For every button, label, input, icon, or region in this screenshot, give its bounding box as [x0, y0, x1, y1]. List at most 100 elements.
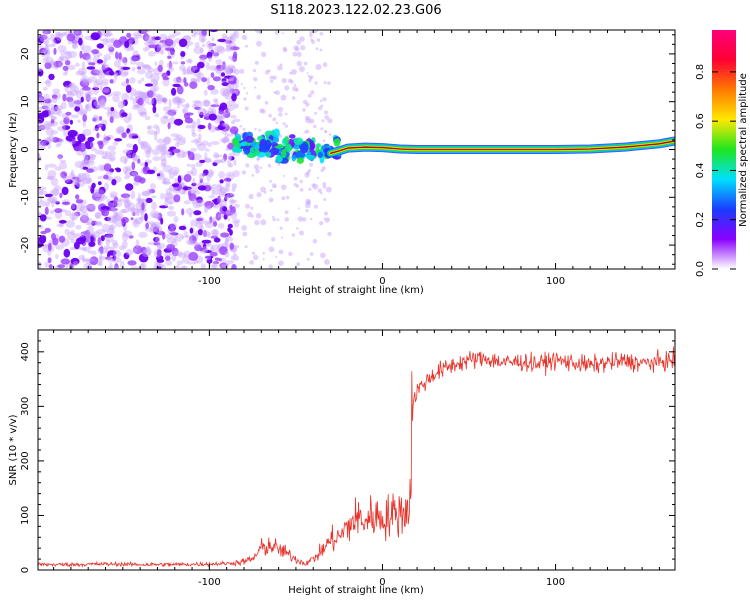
noise-blob	[95, 220, 102, 225]
noise-blob	[114, 263, 119, 269]
noise-blob	[180, 51, 186, 58]
noise-blob	[90, 69, 101, 76]
noise-blob	[101, 99, 105, 106]
noise-blob	[188, 193, 197, 202]
noise-blob	[77, 246, 87, 251]
noise-blob	[92, 116, 100, 123]
noise-blob	[153, 249, 162, 258]
noise-blob	[133, 248, 138, 253]
noise-blob	[255, 168, 260, 174]
noise-blob	[324, 259, 330, 265]
noise-blob	[253, 164, 260, 170]
noise-blob	[152, 226, 160, 235]
noise-blob	[135, 103, 140, 109]
noise-blob	[106, 111, 113, 117]
noise-blob	[75, 194, 80, 200]
noise-blob	[231, 264, 237, 269]
noise-blob	[299, 179, 303, 184]
noise-blob	[212, 229, 218, 237]
noise-blob	[185, 59, 192, 63]
y-tick-label: -20	[20, 237, 31, 253]
noise-blob	[103, 32, 114, 37]
noise-blob	[86, 204, 95, 210]
noise-blob	[64, 85, 69, 93]
noise-blob	[208, 106, 214, 115]
noise-blob	[284, 112, 288, 116]
noise-blob	[95, 149, 105, 155]
clump-blob	[259, 143, 270, 153]
noise-blob	[194, 42, 200, 48]
noise-blob	[40, 139, 50, 146]
noise-blob	[183, 69, 191, 75]
noise-blob	[223, 136, 230, 142]
noise-blob	[113, 39, 122, 48]
noise-blob	[60, 101, 67, 110]
noise-blob	[119, 68, 129, 77]
clump-blob	[240, 141, 247, 147]
noise-blob	[75, 203, 85, 212]
noise-blob	[199, 221, 203, 230]
noise-blob	[109, 150, 116, 156]
noise-blob	[121, 112, 128, 117]
noise-blob	[81, 45, 92, 54]
noise-blob	[313, 124, 317, 129]
noise-blob	[173, 216, 179, 223]
noise-blob	[62, 125, 71, 130]
noise-blob	[185, 124, 195, 129]
noise-blob	[324, 217, 330, 223]
noise-blob	[52, 237, 59, 246]
noise-blob	[85, 104, 89, 111]
noise-blob	[209, 30, 218, 33]
noise-blob	[163, 192, 174, 200]
noise-blob	[156, 44, 164, 54]
noise-blob	[81, 159, 87, 166]
noise-blob	[310, 38, 314, 42]
noise-blob	[38, 140, 44, 148]
noise-blob	[319, 99, 323, 103]
noise-blob	[162, 181, 172, 185]
noise-blob	[155, 95, 165, 102]
clump-blob	[232, 148, 243, 153]
noise-blob	[125, 84, 132, 94]
noise-blob	[223, 177, 232, 182]
noise-blob	[221, 139, 231, 143]
noise-blob	[101, 64, 108, 70]
noise-blob	[43, 121, 53, 130]
noise-blob	[169, 222, 178, 229]
noise-blob	[227, 90, 230, 93]
noise-blob	[195, 199, 206, 207]
noise-blob	[324, 110, 328, 115]
noise-blob	[111, 239, 118, 247]
noise-blob	[316, 176, 320, 180]
clump-blob	[244, 150, 250, 155]
noise-blob	[60, 258, 70, 265]
noise-blob	[95, 198, 103, 203]
noise-blob	[48, 264, 53, 269]
noise-blob	[51, 200, 60, 204]
noise-blob	[72, 43, 79, 50]
noise-blob	[143, 96, 150, 104]
noise-blob	[125, 205, 129, 209]
noise-blob	[125, 165, 132, 172]
noise-blob	[268, 113, 272, 118]
noise-blob	[190, 77, 200, 82]
noise-blob	[102, 209, 109, 217]
noise-blob	[226, 100, 236, 107]
noise-blob	[87, 225, 94, 234]
noise-blob	[227, 80, 237, 85]
noise-blob	[139, 141, 145, 146]
noise-blob	[196, 72, 205, 79]
noise-blob	[47, 163, 57, 168]
noise-blob	[79, 205, 88, 213]
noise-blob	[302, 108, 306, 112]
noise-blob	[53, 60, 63, 68]
noise-blob	[38, 188, 44, 196]
noise-blob	[176, 139, 186, 146]
noise-blob	[146, 188, 152, 195]
noise-blob	[254, 86, 257, 89]
noise-blob	[47, 257, 52, 264]
noise-blob	[211, 37, 215, 42]
noise-blob	[174, 177, 178, 184]
noise-blob	[284, 210, 289, 215]
noise-blob	[278, 112, 283, 117]
